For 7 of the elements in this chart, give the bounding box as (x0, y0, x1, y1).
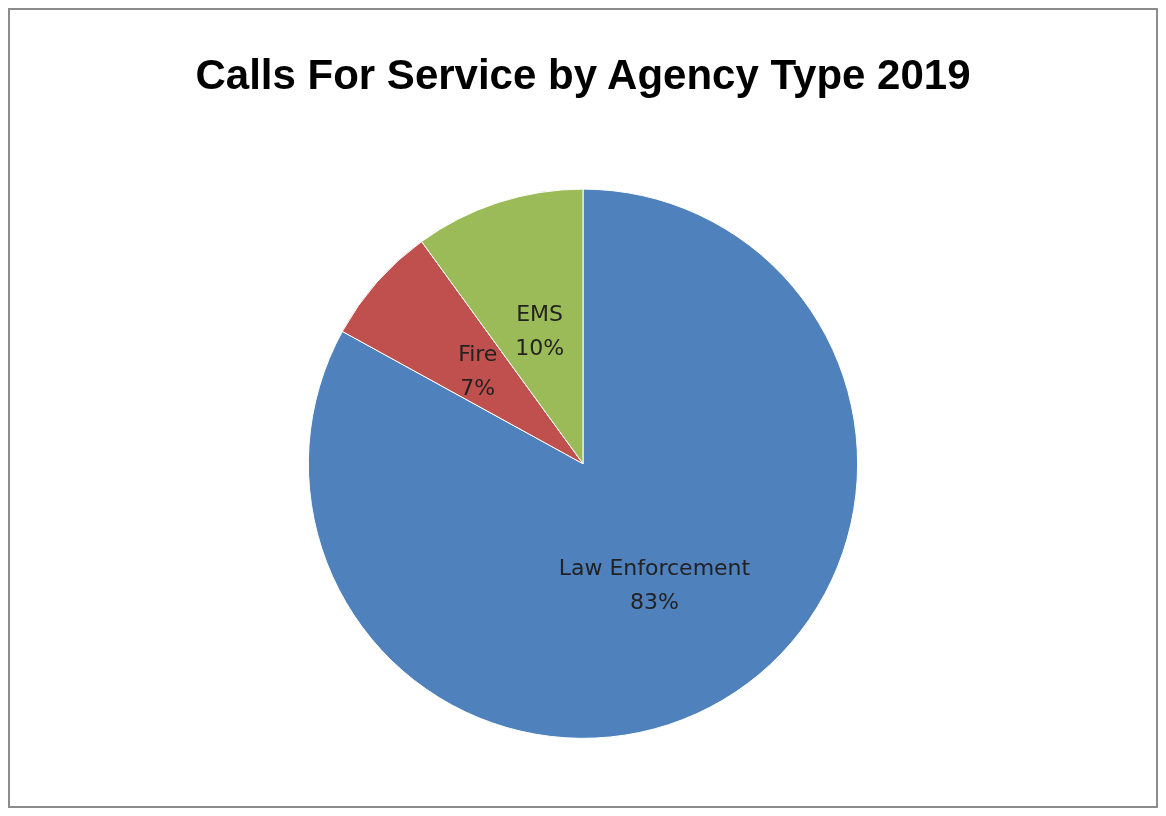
slice-label: Fire (458, 341, 498, 367)
slice-label: Law Enforcement (558, 554, 751, 580)
chart-title: Calls For Service by Agency Type 2019 (195, 50, 971, 98)
data-label: 10% (515, 334, 565, 360)
data-label: 7% (460, 375, 496, 401)
slice-label: EMS (516, 300, 564, 326)
data-label: 83% (629, 588, 679, 614)
